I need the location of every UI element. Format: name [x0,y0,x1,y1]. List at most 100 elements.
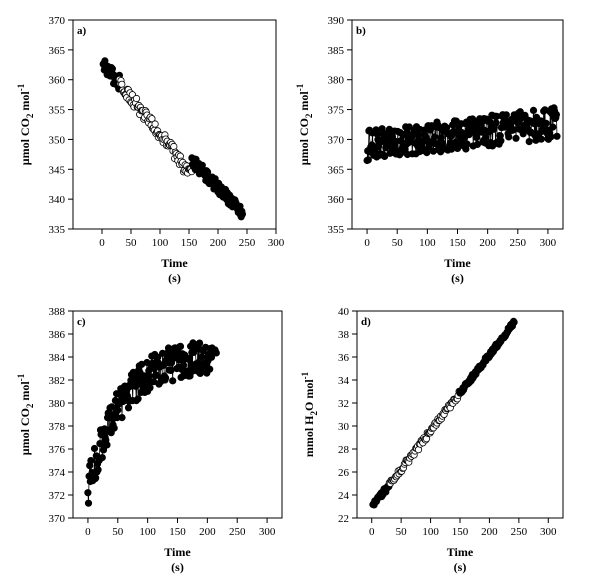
series-2 [385,387,464,487]
x-tick-label: 100 [422,526,439,538]
x-tick-label: 0 [364,237,370,249]
data-point [238,210,246,218]
data-point [98,453,106,462]
x-tick-label: 300 [268,237,285,249]
x-tick-label: 50 [392,237,404,249]
data-point [505,133,513,141]
y-tick-label: 376 [49,444,66,456]
y-tick-label: 370 [49,513,66,525]
data-point [198,353,206,361]
data-point [553,132,561,140]
y-tick-label: 30 [338,421,350,433]
chart-panel-2: 355 360 365 370 375 380 385 390 0 50 100 150 200 250 3… [295,15,564,285]
x-axis-label: Time [164,545,191,559]
data-point [549,123,557,131]
data-point [169,377,177,385]
x-tick-label: 250 [229,526,246,538]
y-tick-label: 380 [328,75,345,87]
data-point [134,395,142,403]
x-tick-label: 50 [396,526,408,538]
series-2 [115,75,196,177]
series-3 [456,317,518,397]
data-point [92,474,100,482]
data-point [212,349,220,357]
y-tick-label: 345 [49,164,66,176]
x-tick-label: 0 [369,526,375,538]
y-tick-label: 350 [49,134,66,146]
data-point [151,120,159,128]
data-point [529,106,538,115]
x-tick-label: 150 [452,526,469,538]
data-point [502,111,510,119]
data-point [547,133,555,141]
x-tick-label: 300 [259,526,276,538]
data-point [430,133,439,141]
panel-label: c) [77,316,86,328]
y-tick-label: 38 [338,329,350,341]
data-point [537,135,545,143]
data-point [552,111,561,119]
data-point [84,499,93,507]
x-tick-label: 200 [210,237,227,249]
chart-panel-1: 335 340 345 350 355 360 365 370 0 50 100 150 200 250 3… [16,15,285,285]
y-axis-label: μmol CO2 mol-1 [16,373,35,455]
panel-label: a) [77,25,87,37]
y-tick-label: 374 [49,467,66,479]
y-tick-label: 375 [328,105,345,117]
y-tick-label: 378 [49,421,66,433]
x-tick-label: 200 [199,526,216,538]
data-point [167,366,175,375]
series-1 [363,104,561,165]
x-tick-label: 100 [139,526,156,538]
plot-frame [72,310,283,519]
y-tick-label: 360 [328,194,345,206]
x-axis-label: Time [161,256,188,270]
data-point [162,374,170,382]
data-point [542,119,550,127]
x-tick-label: 250 [510,237,527,249]
y-tick-label: 335 [49,224,66,236]
x-tick-label: 150 [449,237,466,249]
x-axis-unit: (s) [454,560,467,574]
data-point [463,140,471,148]
x-axis-label: Time [447,545,474,559]
data-point [94,466,102,474]
y-tick-label: 390 [328,15,345,27]
x-tick-label: 150 [181,237,198,249]
y-tick-label: 388 [49,306,66,318]
y-axis-label: mmol H2O mol-1 [300,371,319,457]
x-tick-label: 50 [126,237,138,249]
y-tick-label: 380 [49,398,66,410]
data-point [148,115,156,123]
data-point [196,339,204,347]
y-axis-label: μmol CO2 mol-1 [295,83,314,165]
data-point [124,404,133,412]
x-tick-label: 300 [540,526,557,538]
x-tick-label: 100 [152,237,169,249]
data-point [364,156,372,164]
y-tick-label: 340 [49,194,66,206]
y-axis-label: μmol CO2 mol-1 [16,83,35,165]
data-point [482,133,490,141]
x-axis-label: Time [444,256,471,270]
data-point [132,382,140,390]
y-tick-label: 24 [338,490,350,502]
panel-label: d) [361,316,371,328]
x-axis-unit: (s) [171,560,184,574]
x-tick-label: 50 [112,526,124,538]
y-tick-label: 32 [338,398,349,410]
x-tick-label: 250 [239,237,256,249]
x-axis-unit: (s) [451,271,464,285]
y-tick-label: 355 [328,224,345,236]
data-point [512,134,520,142]
data-point [438,139,446,147]
y-tick-label: 22 [338,513,349,525]
x-axis-unit: (s) [168,271,181,285]
x-tick-label: 200 [481,526,498,538]
y-tick-label: 360 [49,75,66,87]
data-point [114,406,122,414]
data-point [453,144,462,152]
y-tick-label: 36 [338,352,350,364]
x-tick-label: 100 [419,237,436,249]
